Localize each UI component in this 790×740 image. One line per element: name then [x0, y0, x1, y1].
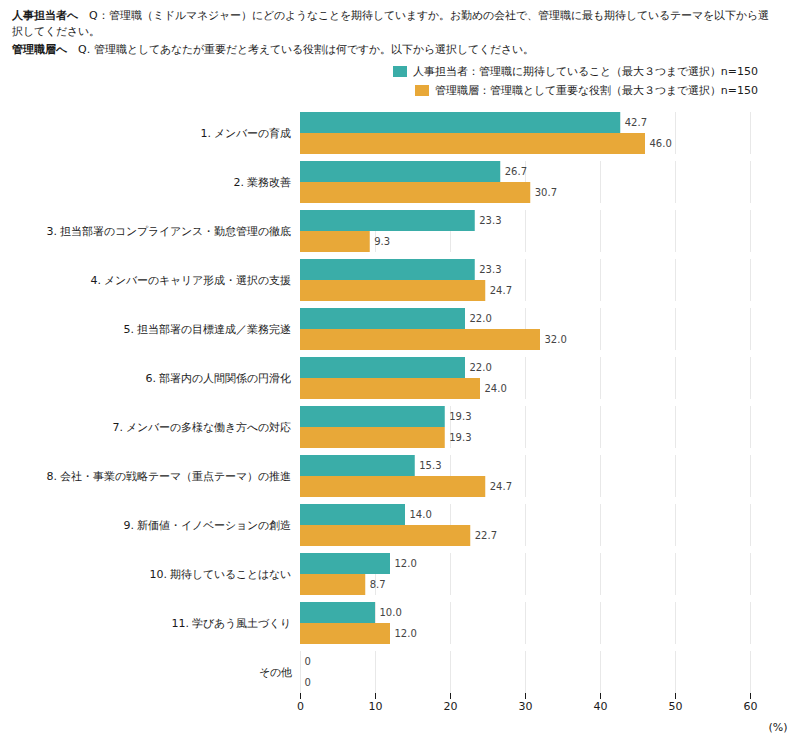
svg-text:8.7: 8.7 — [370, 579, 386, 590]
svg-text:0: 0 — [305, 656, 311, 667]
svg-text:9. 新価値・イノベーションの創造: 9. 新価値・イノベーションの創造 — [124, 519, 292, 532]
svg-text:22.7: 22.7 — [475, 530, 497, 541]
svg-text:(%): (%) — [768, 720, 787, 733]
svg-text:11. 学びあう風土づくり: 11. 学びあう風土づくり — [172, 617, 292, 630]
svg-text:30: 30 — [519, 700, 533, 713]
svg-text:23.3: 23.3 — [479, 215, 501, 226]
svg-text:4. メンバーのキャリア形成・選択の支援: 4. メンバーのキャリア形成・選択の支援 — [91, 274, 292, 287]
svg-text:10. 期待していることはない: 10. 期待していることはない — [150, 568, 292, 581]
svg-text:32.0: 32.0 — [545, 334, 567, 345]
svg-text:50: 50 — [669, 700, 683, 713]
svg-text:0: 0 — [297, 700, 304, 713]
svg-text:8. 会社・事業の戦略テーマ（重点テーマ）の推進: 8. 会社・事業の戦略テーマ（重点テーマ）の推進 — [47, 470, 292, 483]
html-text:管理職層：管理職として重要な役割（最大３つまで選択）n=15: 管理職層：管理職として重要な役割（最大３つまで選択）n=150 — [434, 83, 758, 97]
svg-text:42.7: 42.7 — [625, 117, 647, 128]
svg-text:24.0: 24.0 — [485, 383, 507, 394]
html-text:管理職層へQ. 管理職としてあなたが重要だと考えている役割は: 管理職層へQ. 管理職としてあなたが重要だと考えている役割は何ですか。以下から選… — [12, 42, 534, 56]
svg-text:46.0: 46.0 — [650, 138, 672, 149]
svg-text:22.0: 22.0 — [470, 362, 492, 373]
svg-text:40: 40 — [594, 700, 608, 713]
svg-text:14.0: 14.0 — [410, 509, 432, 520]
svg-text:60: 60 — [744, 700, 758, 713]
svg-text:2. 業務改善: 2. 業務改善 — [234, 176, 292, 189]
svg-text:24.7: 24.7 — [490, 285, 512, 296]
svg-text:3. 担当部署のコンプライアンス・勤怠管理の徹底: 3. 担当部署のコンプライアンス・勤怠管理の徹底 — [47, 225, 292, 238]
html-text:人事担当者へQ：管理職（ミドルマネジャー）にどのようなことを: 人事担当者へQ：管理職（ミドルマネジャー）にどのようなことを期待していますか。お… — [12, 9, 769, 38]
svg-text:30.7: 30.7 — [535, 187, 557, 198]
svg-text:1. メンバーの育成: 1. メンバーの育成 — [201, 127, 292, 140]
svg-text:12.0: 12.0 — [395, 628, 417, 639]
svg-text:7. メンバーの多様な働き方への対応: 7. メンバーの多様な働き方への対応 — [113, 421, 292, 434]
svg-text:12.0: 12.0 — [395, 558, 417, 569]
svg-text:22.0: 22.0 — [470, 313, 492, 324]
svg-text:19.3: 19.3 — [449, 411, 471, 422]
html-text:人事担当者：管理職に期待していること（最大３つまで選択）n=: 人事担当者：管理職に期待していること（最大３つまで選択）n=150 — [412, 64, 758, 78]
svg-text:0: 0 — [305, 677, 311, 688]
svg-text:10: 10 — [369, 700, 383, 713]
svg-text:10.0: 10.0 — [380, 607, 402, 618]
svg-text:9.3: 9.3 — [374, 236, 390, 247]
svg-text:その他: その他 — [259, 666, 292, 679]
svg-text:19.3: 19.3 — [449, 432, 471, 443]
svg-text:23.3: 23.3 — [479, 264, 501, 275]
svg-text:20: 20 — [444, 700, 458, 713]
svg-text:5. 担当部署の目標達成／業務完遂: 5. 担当部署の目標達成／業務完遂 — [124, 323, 292, 336]
svg-text:6. 部署内の人間関係の円滑化: 6. 部署内の人間関係の円滑化 — [146, 372, 292, 385]
svg-text:15.3: 15.3 — [419, 460, 441, 471]
svg-text:24.7: 24.7 — [490, 481, 512, 492]
svg-text:26.7: 26.7 — [505, 166, 527, 177]
